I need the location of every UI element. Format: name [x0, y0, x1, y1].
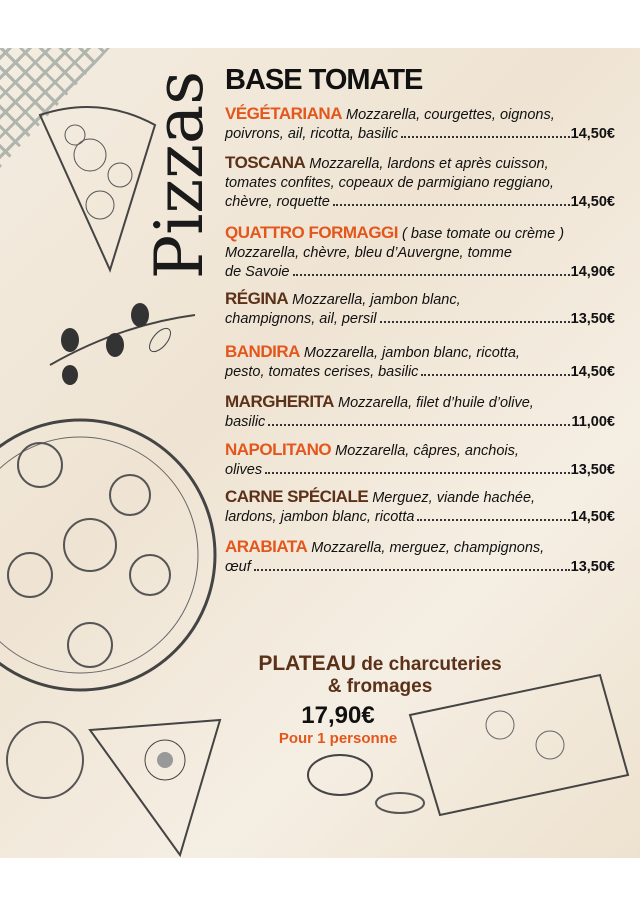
dot-leader: [379, 321, 570, 323]
plateau-note: Pour 1 personne: [278, 730, 398, 747]
dot-leader: [401, 136, 570, 138]
item-description-end: chèvre, roquette: [225, 194, 330, 210]
menu-item: NAPOLITANO Mozzarella, câpres, anchois, o…: [225, 440, 615, 480]
dot-leader: [417, 519, 570, 521]
dot-leader: [265, 472, 570, 474]
item-name: NAPOLITANO: [225, 440, 332, 459]
item-price: 11,00€: [571, 414, 615, 430]
plateau-line2: & fromages: [327, 676, 433, 697]
item-description-end: pesto, tomates cerises, basilic: [225, 364, 419, 380]
dot-leader: [268, 424, 571, 426]
item-description-end: lardons, jambon blanc, ricotta: [225, 509, 415, 525]
item-description: Mozzarella, courgettes, oignons,: [346, 107, 555, 123]
menu-item: TOSCANA Mozzarella, lardons et après cui…: [225, 153, 615, 212]
item-price: 14,90€: [570, 264, 615, 280]
menu-item: VÉGÉTARIANA Mozzarella, courgettes, oign…: [225, 104, 615, 144]
item-price: 13,50€: [570, 559, 615, 575]
dot-leader: [292, 274, 570, 276]
item-description-end: champignons, ail, persil: [225, 311, 377, 327]
dot-leader: [253, 569, 570, 571]
plateau-name: PLATEAU: [258, 652, 356, 675]
item-description-end: œuf: [225, 559, 251, 575]
egg-pizza-slice-illustration: [6, 718, 222, 858]
item-description-end: poivrons, ail, ricotta, basilic: [225, 126, 399, 142]
item-description: tomates confites, copeaux de parmigiano …: [225, 175, 554, 191]
item-price: 14,50€: [570, 126, 615, 142]
menu-background: [0, 48, 640, 858]
item-price: 14,50€: [570, 194, 615, 210]
menu-item: CARNE SPÉCIALE Merguez, viande hachée, la…: [225, 487, 615, 527]
plateau-line1: de charcuteries: [361, 654, 502, 675]
charcuterie-board-illustration: [307, 673, 630, 817]
plateau-price: 17,90€: [301, 702, 375, 729]
item-description: Mozzarella, jambon blanc,: [292, 292, 461, 308]
item-name: ARABIATA: [225, 537, 308, 556]
item-price: 13,50€: [570, 311, 615, 327]
item-name: RÉGINA: [225, 289, 289, 308]
item-description: ( base tomate ou crème ): [402, 226, 565, 242]
item-description-end: basilic: [225, 414, 266, 430]
item-description: Mozzarella, chèvre, bleu d’Auvergne, tom…: [225, 245, 512, 261]
item-name: CARNE SPÉCIALE: [225, 487, 369, 506]
item-description: Mozzarella, jambon blanc, ricotta,: [303, 345, 520, 361]
item-description-end: olives: [225, 462, 263, 478]
olive-branch-illustration: [49, 303, 196, 385]
menu-item: QUATTRO FORMAGGI ( base tomate ou crème …: [225, 223, 615, 282]
menu-item: ARABIATA Mozzarella, merguez, champignon…: [225, 537, 615, 577]
item-price: 13,50€: [570, 462, 615, 478]
item-name: TOSCANA: [225, 153, 306, 172]
whole-pizza-illustration: [0, 418, 217, 692]
item-name: BANDIRA: [225, 342, 300, 361]
menu-item: MARGHERITA Mozzarella, filet d’huile d’o…: [225, 392, 615, 432]
item-description: Merguez, viande hachée,: [372, 490, 536, 506]
dot-leader: [421, 374, 570, 376]
section-heading: BASE TOMATE: [225, 64, 423, 96]
menu-item: RÉGINA Mozzarella, jambon blanc, champign…: [225, 289, 615, 329]
item-description: Mozzarella, câpres, anchois,: [335, 443, 519, 459]
item-description-end: de Savoie: [225, 264, 290, 280]
item-name: MARGHERITA: [225, 392, 334, 411]
menu-title: Pizzas: [141, 70, 218, 280]
item-name: VÉGÉTARIANA: [225, 104, 342, 123]
item-description: Mozzarella, lardons et après cuisson,: [309, 156, 549, 172]
item-description: Mozzarella, filet d’huile d’olive,: [337, 395, 534, 411]
item-name: QUATTRO FORMAGGI: [225, 223, 399, 242]
item-price: 14,50€: [570, 364, 615, 380]
item-price: 14,50€: [570, 509, 615, 525]
plateau-offer: PLATEAU de charcuteries & fromages 17,90…: [240, 652, 520, 747]
item-description: Mozzarella, merguez, champignons,: [311, 540, 545, 556]
menu-item: BANDIRA Mozzarella, jambon blanc, ricott…: [225, 342, 615, 382]
dot-leader: [332, 204, 570, 206]
pizza-slice-illustration: [38, 106, 157, 273]
